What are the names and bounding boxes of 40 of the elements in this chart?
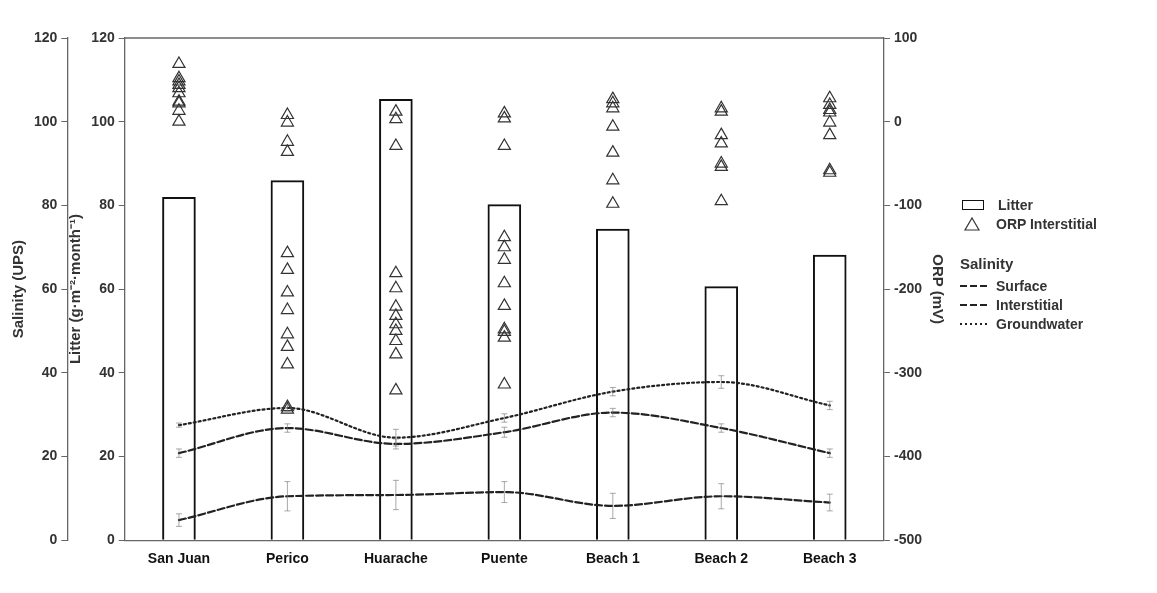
y-tick-label: 100 — [91, 112, 115, 129]
y3-tick-label: -500 — [893, 531, 923, 548]
x-tick-label: Puente — [481, 550, 528, 567]
y-axis-title: Litter (g·m⁻²·month⁻¹) — [66, 214, 84, 365]
y2-axis-title: Salinity (UPS) — [9, 239, 27, 339]
y-tick-label: 40 — [99, 363, 115, 380]
x-tick-label: San Juan — [147, 550, 211, 567]
y2-tick-label: 100 — [34, 112, 58, 129]
y2-tick-label: 20 — [41, 447, 58, 464]
x-tick-label: Beach 2 — [694, 550, 749, 567]
y3-tick-label: 0 — [893, 112, 902, 129]
y2-tick-label: 40 — [41, 363, 58, 380]
legend-title: Salinity — [960, 255, 1015, 272]
y-tick-label: 0 — [106, 531, 115, 548]
bar — [704, 286, 739, 540]
y-tick-label: 120 — [91, 28, 115, 45]
bar — [812, 254, 847, 540]
y3-axis-title: ORP (mV) — [929, 254, 947, 324]
y2-tick-label: 120 — [34, 28, 58, 45]
legend-label: Groundwater — [996, 315, 1084, 332]
legend-label: Interstitial — [996, 296, 1063, 313]
x-tick-label: Perico — [266, 550, 309, 567]
legend-label: ORP Interstitial — [996, 215, 1097, 232]
y2-tick-label: 60 — [41, 279, 58, 296]
legend-label: Litter — [998, 196, 1033, 213]
y3-tick-label: -200 — [893, 279, 923, 296]
y-tick-label: 20 — [99, 447, 115, 464]
y3-tick-label: -300 — [893, 363, 923, 380]
y3-tick-label: -400 — [893, 447, 923, 464]
y2-tick-label: 0 — [49, 531, 58, 548]
y-tick-label: 60 — [99, 279, 115, 296]
x-tick-label: Huarache — [363, 550, 428, 567]
line-series — [177, 490, 831, 522]
y3-tick-label: 100 — [893, 28, 918, 45]
y-tick-label: 80 — [99, 196, 115, 213]
x-tick-label: Beach 3 — [802, 550, 857, 567]
y2-tick-label: 80 — [41, 196, 58, 213]
x-tick-label: Beach 1 — [585, 550, 640, 567]
legend-label: Surface — [996, 277, 1048, 294]
y3-tick-label: -100 — [893, 196, 923, 213]
